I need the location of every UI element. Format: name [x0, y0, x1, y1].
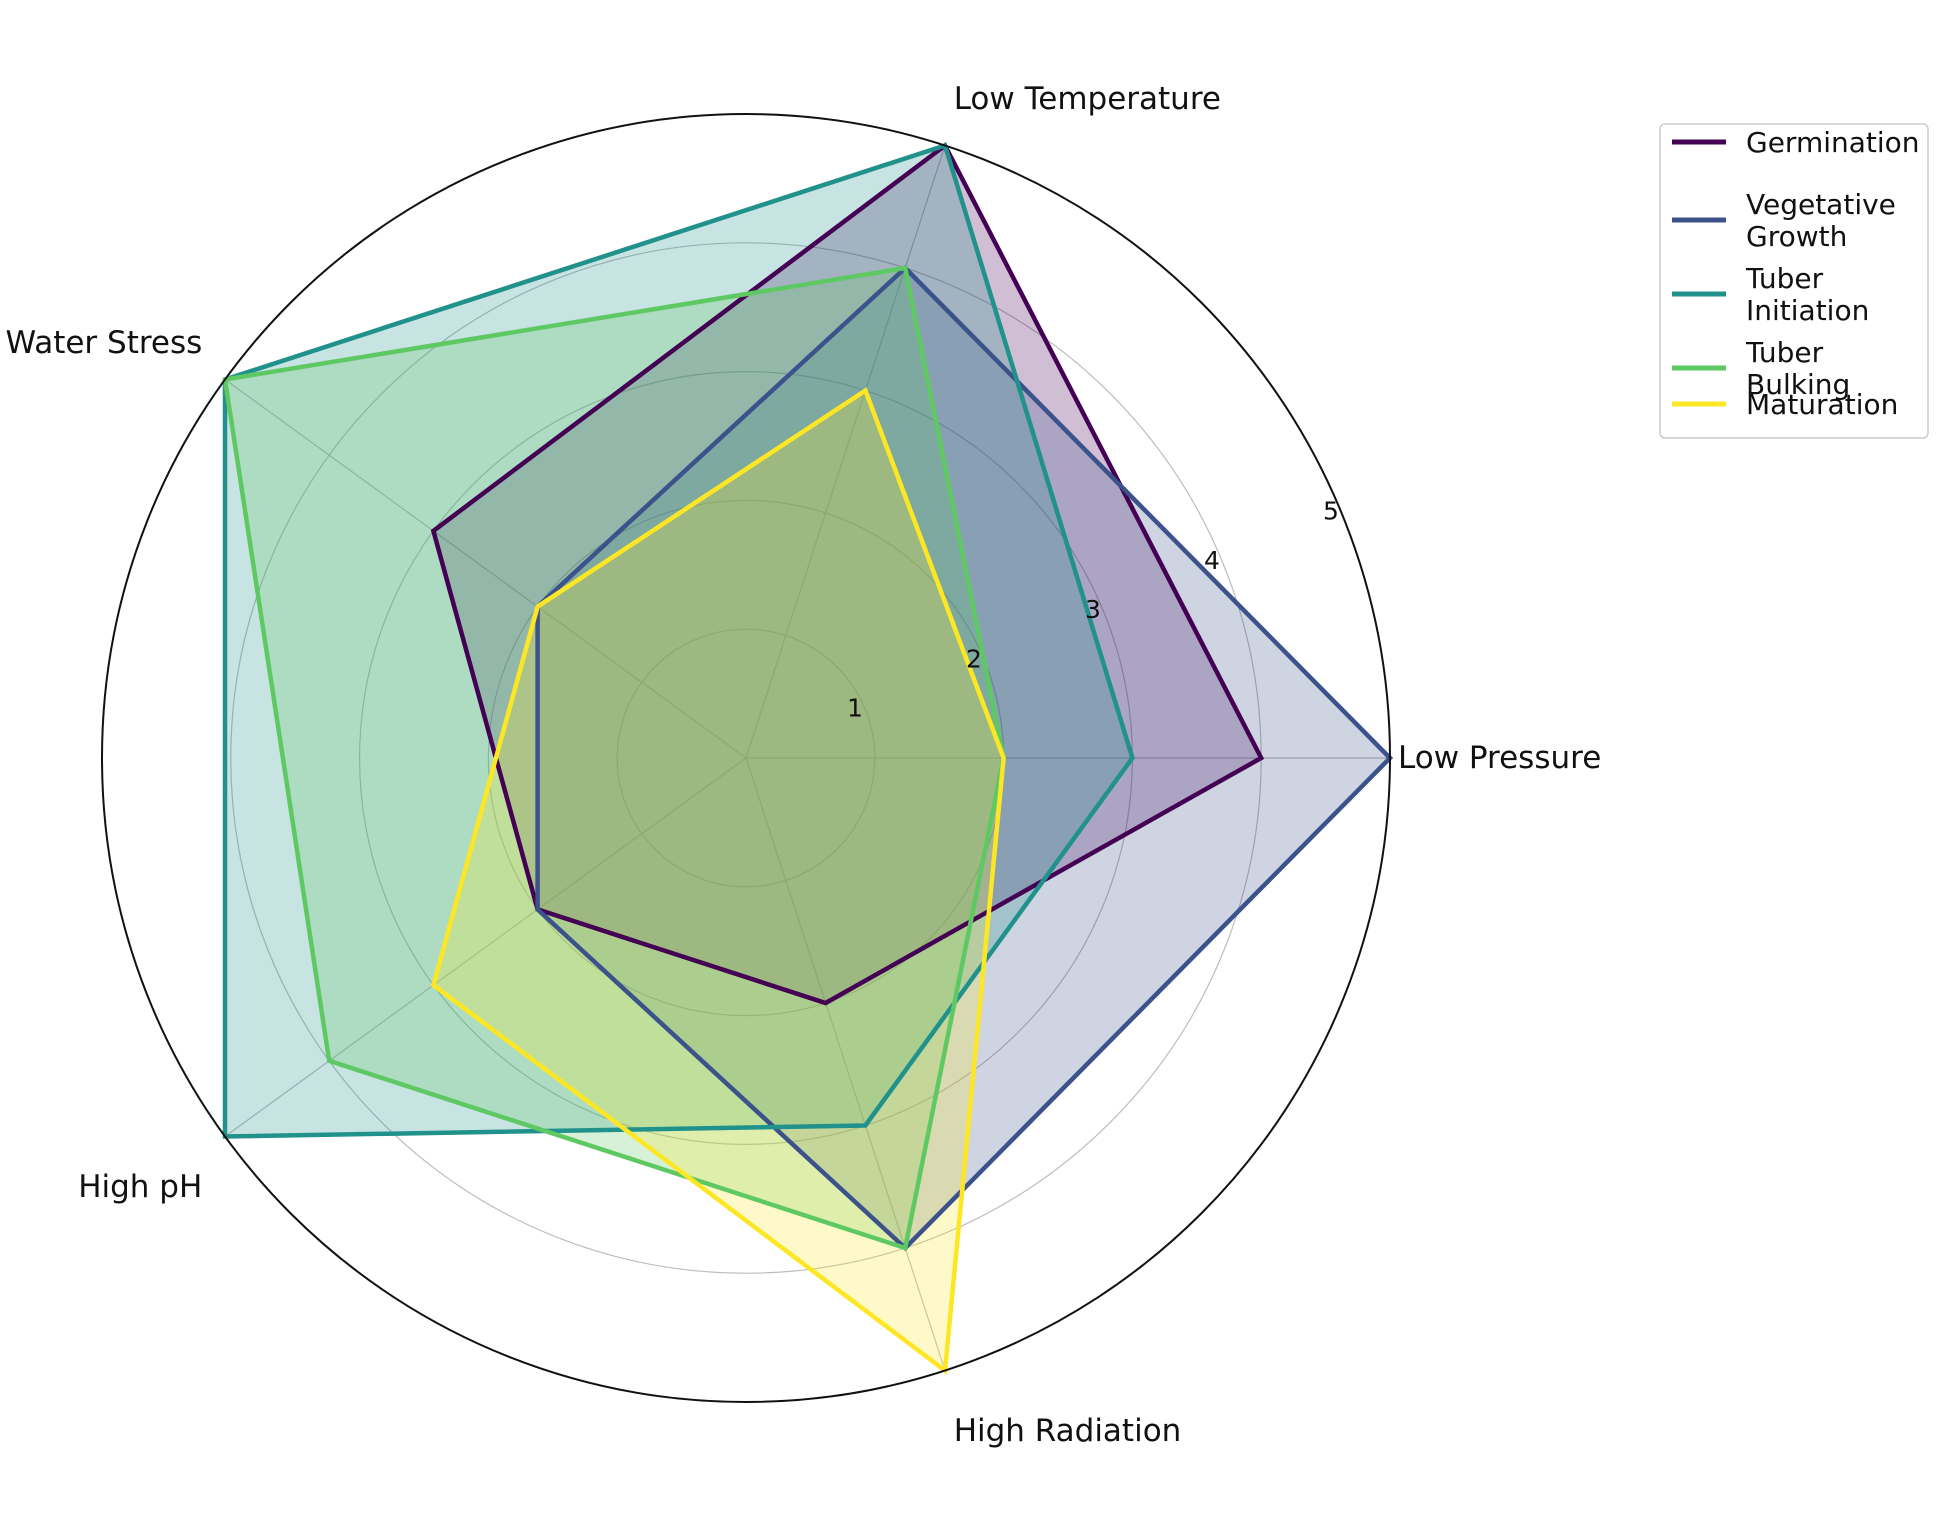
outer-ring: [101, 113, 1391, 1403]
label-layer: 1 2 3 4 5 Low Pressure Low Temperature Water St…: [6, 81, 1602, 1449]
series-fill-tuber-initiation: [225, 145, 1133, 1137]
axis-label-low-temperature: Low Temperature: [954, 81, 1221, 117]
legend-label-maturation: Maturation: [1746, 388, 1898, 421]
spoke-high-ph: [224, 757, 747, 1138]
legend-box: [1659, 123, 1929, 439]
spoke-water-stress: [224, 378, 747, 759]
r-tick-label: 4: [1204, 546, 1220, 575]
legend-label-vegetative-growth: Vegetative Growth: [1746, 188, 1896, 253]
spoke-low-temperature: [745, 145, 946, 759]
legend-label-tuber-bulking: Tuber Bulking: [1745, 336, 1850, 401]
legend: Germination Vegetative Growth Tuber Initiati…: [1659, 123, 1929, 439]
r-tick-label: 5: [1323, 497, 1339, 526]
series-line-tuber-initiation: [222, 142, 1135, 1139]
axis-label-high-radiation: High Radiation: [954, 1413, 1182, 1449]
series-layer: [222, 142, 1394, 1375]
r-tick-label: 1: [847, 694, 863, 723]
series-line-germination: [430, 142, 1265, 1006]
series-line-tuber-bulking: [222, 265, 1006, 1251]
r-tick-label: 3: [1085, 595, 1101, 624]
axis-label-high-ph: High pH: [78, 1169, 202, 1205]
legend-label-germination: Germination: [1746, 126, 1920, 159]
legend-label-tuber-initiation: Tuber Initiation: [1745, 262, 1869, 327]
series-fill-vegetative-growth: [537, 268, 1390, 1248]
series-fill-tuber-bulking: [225, 268, 1004, 1248]
series-line-maturation: [430, 387, 1006, 1375]
axis-label-water-stress: Water Stress: [6, 325, 203, 361]
series-line-vegetative-growth: [535, 264, 1394, 1252]
r-tick-label: 2: [966, 644, 982, 673]
spoke-high-radiation: [745, 757, 946, 1371]
axis-label-low-pressure: Low Pressure: [1398, 740, 1601, 776]
